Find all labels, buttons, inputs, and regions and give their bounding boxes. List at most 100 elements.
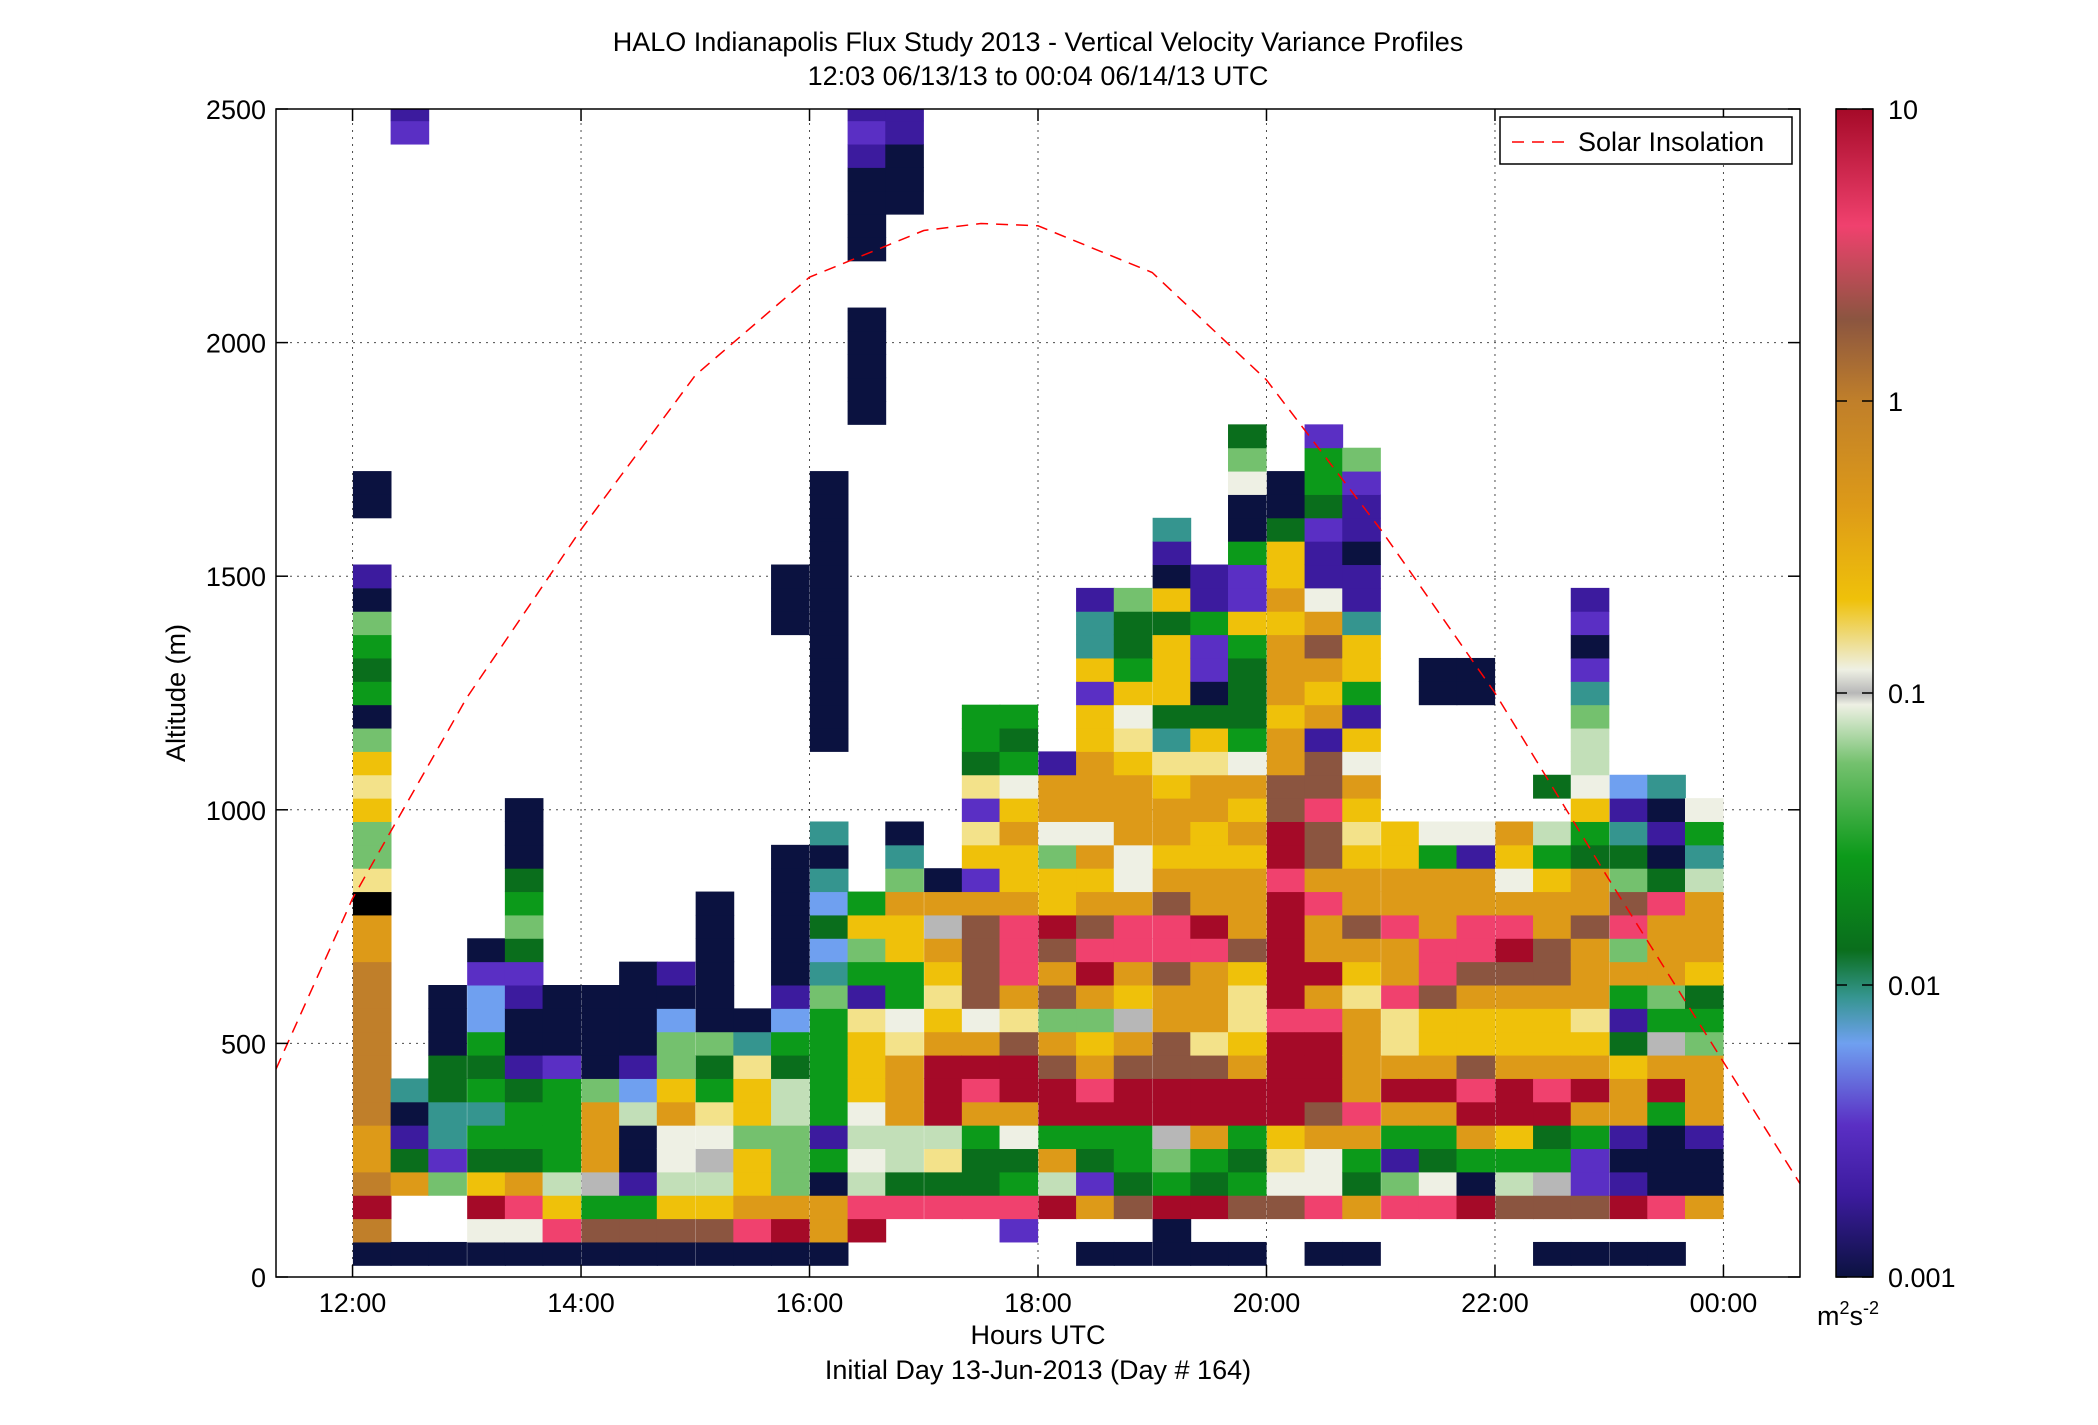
variance-cell	[1038, 1008, 1077, 1033]
variance-cell	[619, 1078, 658, 1103]
variance-cell	[1495, 868, 1534, 893]
variance-cell	[1113, 914, 1153, 939]
variance-cell	[695, 1125, 735, 1150]
variance-cell	[1418, 938, 1458, 963]
variance-cell	[656, 985, 696, 1009]
variance-cell	[771, 1078, 810, 1103]
variance-cell	[428, 1008, 467, 1033]
variance-cell	[1342, 985, 1381, 1009]
variance-cell	[1495, 1195, 1534, 1220]
y-tick-label: 2500	[206, 95, 266, 125]
variance-cell	[1342, 494, 1381, 519]
variance-cell	[428, 1125, 467, 1150]
variance-cell	[885, 167, 924, 192]
variance-cell	[1266, 961, 1306, 986]
variance-cell	[1304, 611, 1344, 636]
variance-cell	[1038, 868, 1077, 893]
variance-cell	[1533, 1078, 1572, 1103]
variance-cell	[961, 774, 1001, 799]
variance-cell	[656, 1241, 696, 1266]
variance-cell	[1381, 1101, 1420, 1126]
x-tick-label: 14:00	[547, 1288, 615, 1318]
variance-cell	[1152, 961, 1192, 986]
variance-cell	[809, 891, 849, 916]
variance-cell	[1190, 634, 1229, 659]
variance-cell	[1342, 914, 1381, 939]
variance-cell	[1076, 1148, 1115, 1173]
variance-cell	[1342, 1078, 1381, 1103]
variance-cell	[1190, 587, 1229, 612]
variance-cell	[847, 354, 887, 379]
variance-cell	[1304, 1148, 1344, 1173]
variance-cell	[390, 1171, 430, 1196]
variance-cell	[1342, 447, 1381, 472]
variance-cell	[1152, 914, 1192, 939]
variance-cell	[809, 1241, 849, 1266]
variance-cell	[1570, 961, 1610, 986]
variance-cell	[1685, 821, 1724, 846]
variance-cell	[467, 1241, 506, 1266]
variance-cell	[771, 1195, 810, 1220]
variance-cell	[733, 1078, 772, 1103]
variance-cell	[1495, 891, 1534, 916]
x-tick-label: 20:00	[1233, 1288, 1301, 1318]
variance-cell	[1266, 938, 1306, 963]
variance-cell	[885, 190, 924, 215]
variance-cell	[809, 1101, 849, 1126]
variance-cell	[809, 657, 849, 682]
variance-cell	[809, 938, 849, 963]
variance-cell	[809, 1218, 849, 1243]
variance-cell	[1228, 914, 1267, 939]
colorbar-tick-label: 0.01	[1888, 971, 1941, 1001]
colorbar-unit-mid: s	[1850, 1301, 1864, 1331]
variance-cell	[1190, 681, 1229, 706]
variance-cell	[1228, 774, 1267, 799]
variance-cell	[885, 1148, 924, 1173]
variance-cell	[961, 1055, 1001, 1079]
variance-cell	[467, 985, 506, 1009]
variance-cell	[1152, 891, 1192, 916]
variance-cell	[428, 1031, 467, 1056]
variance-cell	[1342, 868, 1381, 893]
variance-cell	[581, 985, 620, 1009]
variance-cell	[1495, 1171, 1534, 1196]
variance-cell	[1533, 1101, 1572, 1126]
variance-cell	[1381, 844, 1420, 869]
variance-cell	[1228, 657, 1267, 682]
variance-cell	[771, 564, 810, 589]
variance-cell	[1381, 1148, 1420, 1173]
variance-cell	[1570, 914, 1610, 939]
variance-cell	[581, 1055, 620, 1079]
variance-cell	[1152, 634, 1192, 659]
variance-cell	[1038, 914, 1077, 939]
variance-cell	[809, 821, 849, 846]
variance-cell	[1038, 844, 1077, 869]
variance-cell	[771, 611, 810, 636]
variance-cell	[1266, 1125, 1306, 1150]
variance-cell	[771, 1055, 810, 1079]
variance-cell	[1381, 1171, 1420, 1196]
variance-cell	[1609, 798, 1649, 822]
variance-cell	[999, 798, 1039, 822]
variance-cell	[771, 1008, 810, 1033]
variance-cell	[1190, 1031, 1229, 1056]
variance-cell	[1152, 821, 1192, 846]
colorbar-tick-label: 0.1	[1888, 679, 1926, 709]
variance-cell	[1113, 1008, 1153, 1033]
variance-cell	[1342, 1031, 1381, 1056]
variance-cell	[1533, 1171, 1572, 1196]
variance-cell	[1609, 821, 1649, 846]
variance-cell	[581, 1195, 620, 1220]
variance-cell	[504, 1171, 544, 1196]
variance-cell	[1570, 798, 1610, 822]
variance-cell	[542, 1055, 582, 1079]
variance-cell	[1038, 961, 1077, 986]
variance-cell	[1152, 1218, 1192, 1243]
variance-cell	[885, 1101, 924, 1126]
variance-cell	[1304, 1171, 1344, 1196]
variance-cell	[352, 891, 392, 916]
colorbar: 0.001 0.01 0.1 1 10 m2s-2	[1817, 95, 1956, 1331]
variance-cell	[1418, 1031, 1458, 1056]
variance-cell	[771, 1218, 810, 1243]
variance-cell	[352, 1008, 392, 1033]
